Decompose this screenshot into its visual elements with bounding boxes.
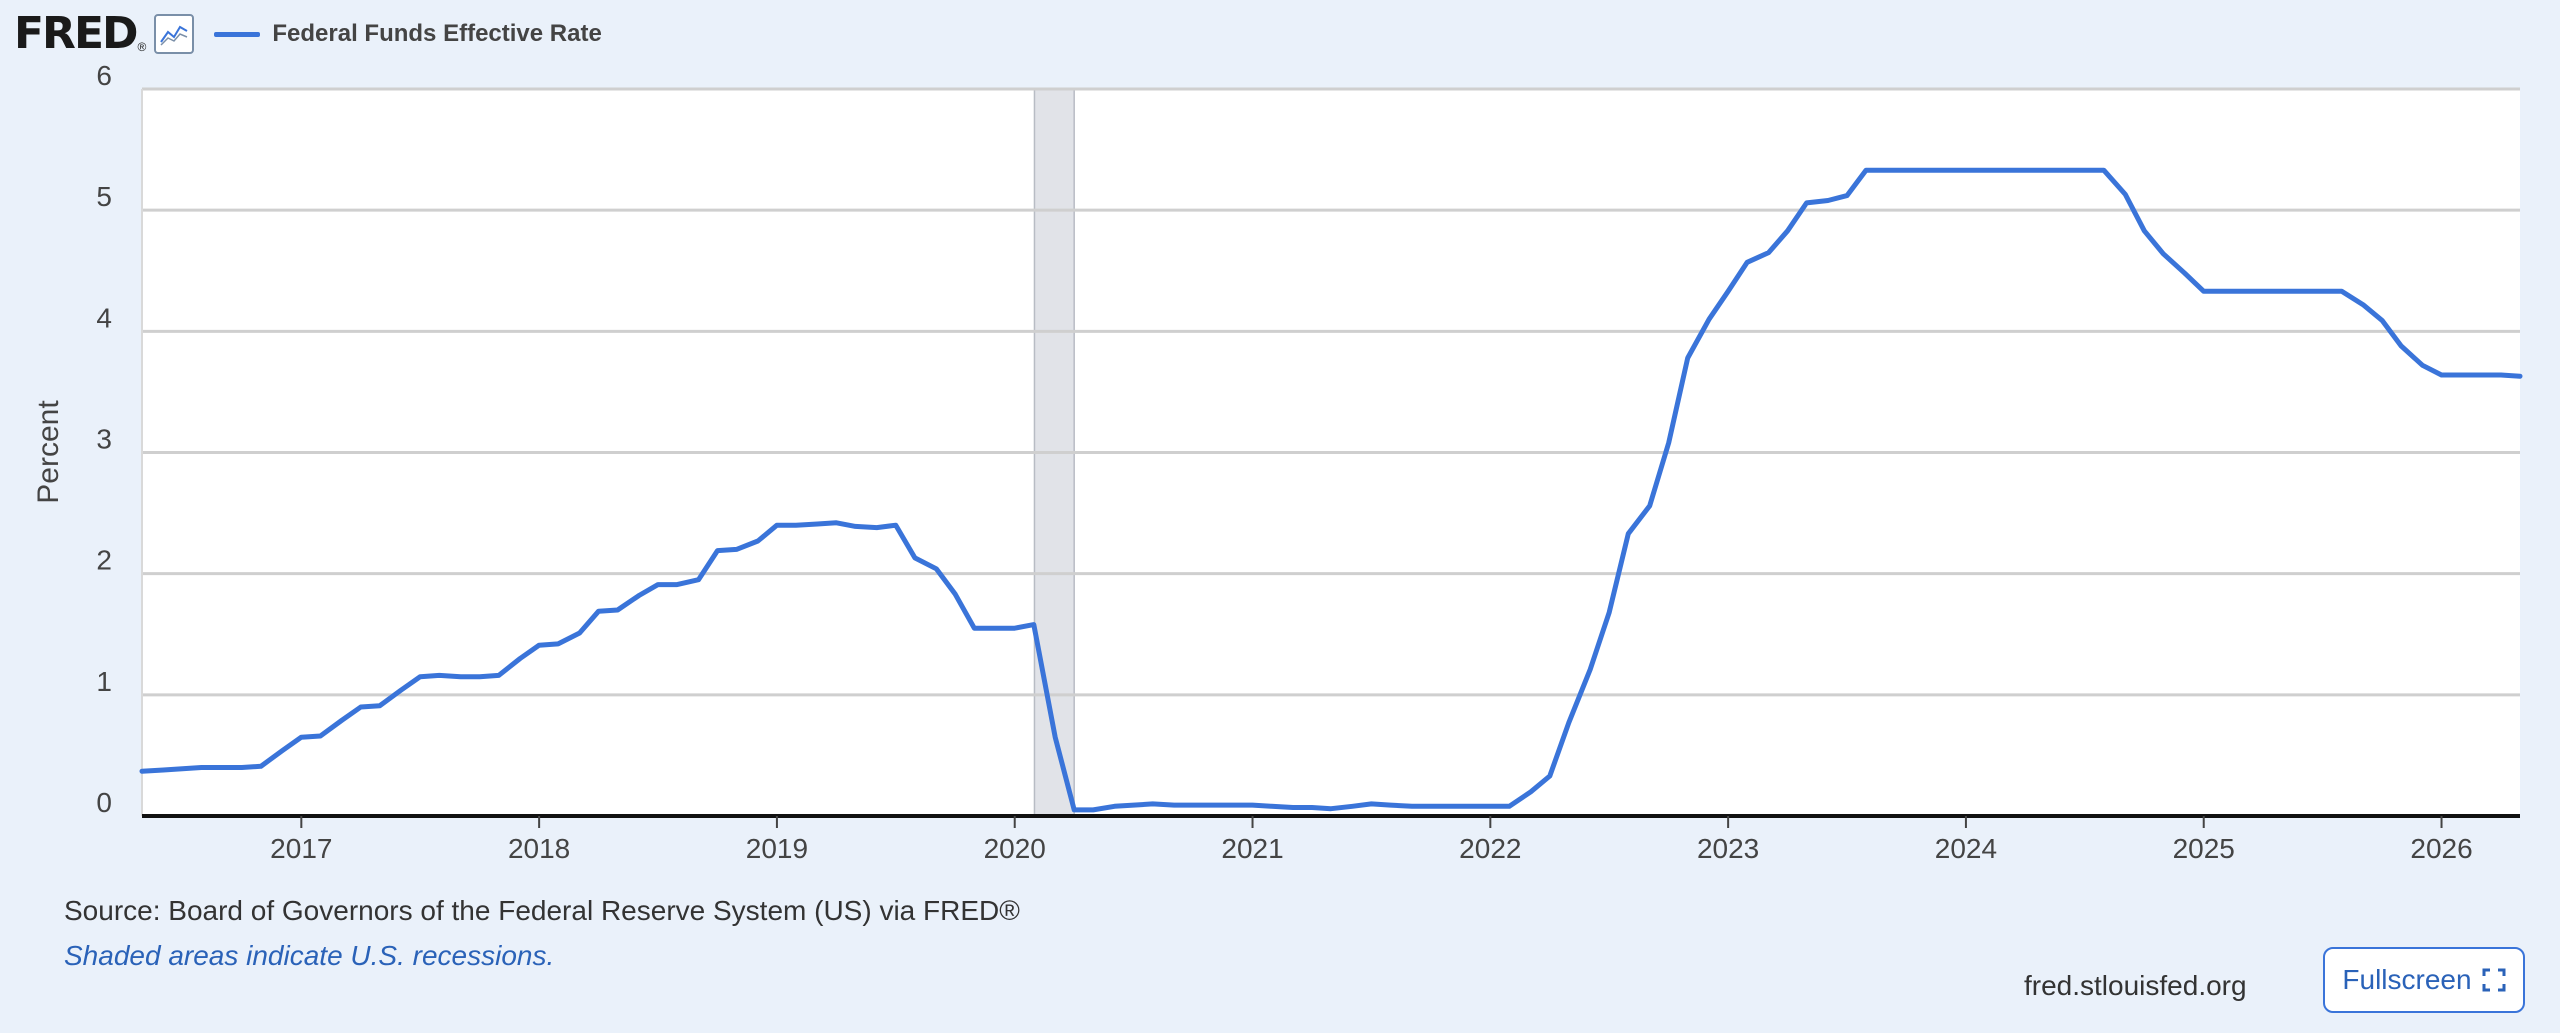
fullscreen-label: Fullscreen: [2342, 964, 2472, 995]
source-note: Source: Board of Governors of the Federa…: [64, 895, 1020, 926]
y-axis-label: Percent: [32, 400, 65, 504]
fullscreen-button[interactable]: Fullscreen: [2323, 947, 2525, 1013]
x-tick-label: 2023: [1697, 833, 1759, 864]
y-tick-label: 5: [96, 181, 112, 212]
y-tick-label: 3: [96, 424, 112, 455]
x-tick-label: 2017: [270, 833, 332, 864]
recession-note[interactable]: Shaded areas indicate U.S. recessions.: [64, 940, 555, 971]
y-tick-label: 0: [96, 787, 112, 818]
legend-label: Federal Funds Effective Rate: [272, 20, 602, 47]
x-tick-label: 2019: [746, 833, 808, 864]
registered-mark: ®: [137, 40, 147, 54]
x-tick-label: 2021: [1221, 833, 1283, 864]
x-tick-label: 2025: [2173, 833, 2235, 864]
axis-layer: 0 1 2 3 4 5 6 2017 2018 2019 2020 2021 2022 2023 2024 2…: [96, 60, 2520, 864]
y-tick-label: 6: [96, 60, 112, 91]
x-tick-label: 2018: [508, 833, 570, 864]
fullscreen-icon: [2482, 968, 2506, 992]
x-tick-label: 2022: [1459, 833, 1521, 864]
series-layer: [139, 167, 2523, 813]
y-tick-label: 4: [96, 302, 112, 333]
y-tick-label: 1: [96, 666, 112, 697]
legend-swatch: [214, 31, 261, 37]
chart-header: FRED ® Federal Funds Effective Rate: [14, 10, 602, 58]
site-url[interactable]: fred.stlouisfed.org: [2024, 970, 2247, 1001]
x-tick-label: 2024: [1935, 833, 1997, 864]
y-tick-label: 2: [96, 545, 112, 576]
grid-layer: [142, 87, 2520, 697]
x-tick-label: 2026: [2410, 833, 2472, 864]
fred-logo[interactable]: FRED: [14, 8, 139, 59]
line-graph-icon[interactable]: [154, 14, 195, 54]
x-tick-label: 2020: [984, 833, 1046, 864]
series-line[interactable]: [139, 167, 2523, 813]
